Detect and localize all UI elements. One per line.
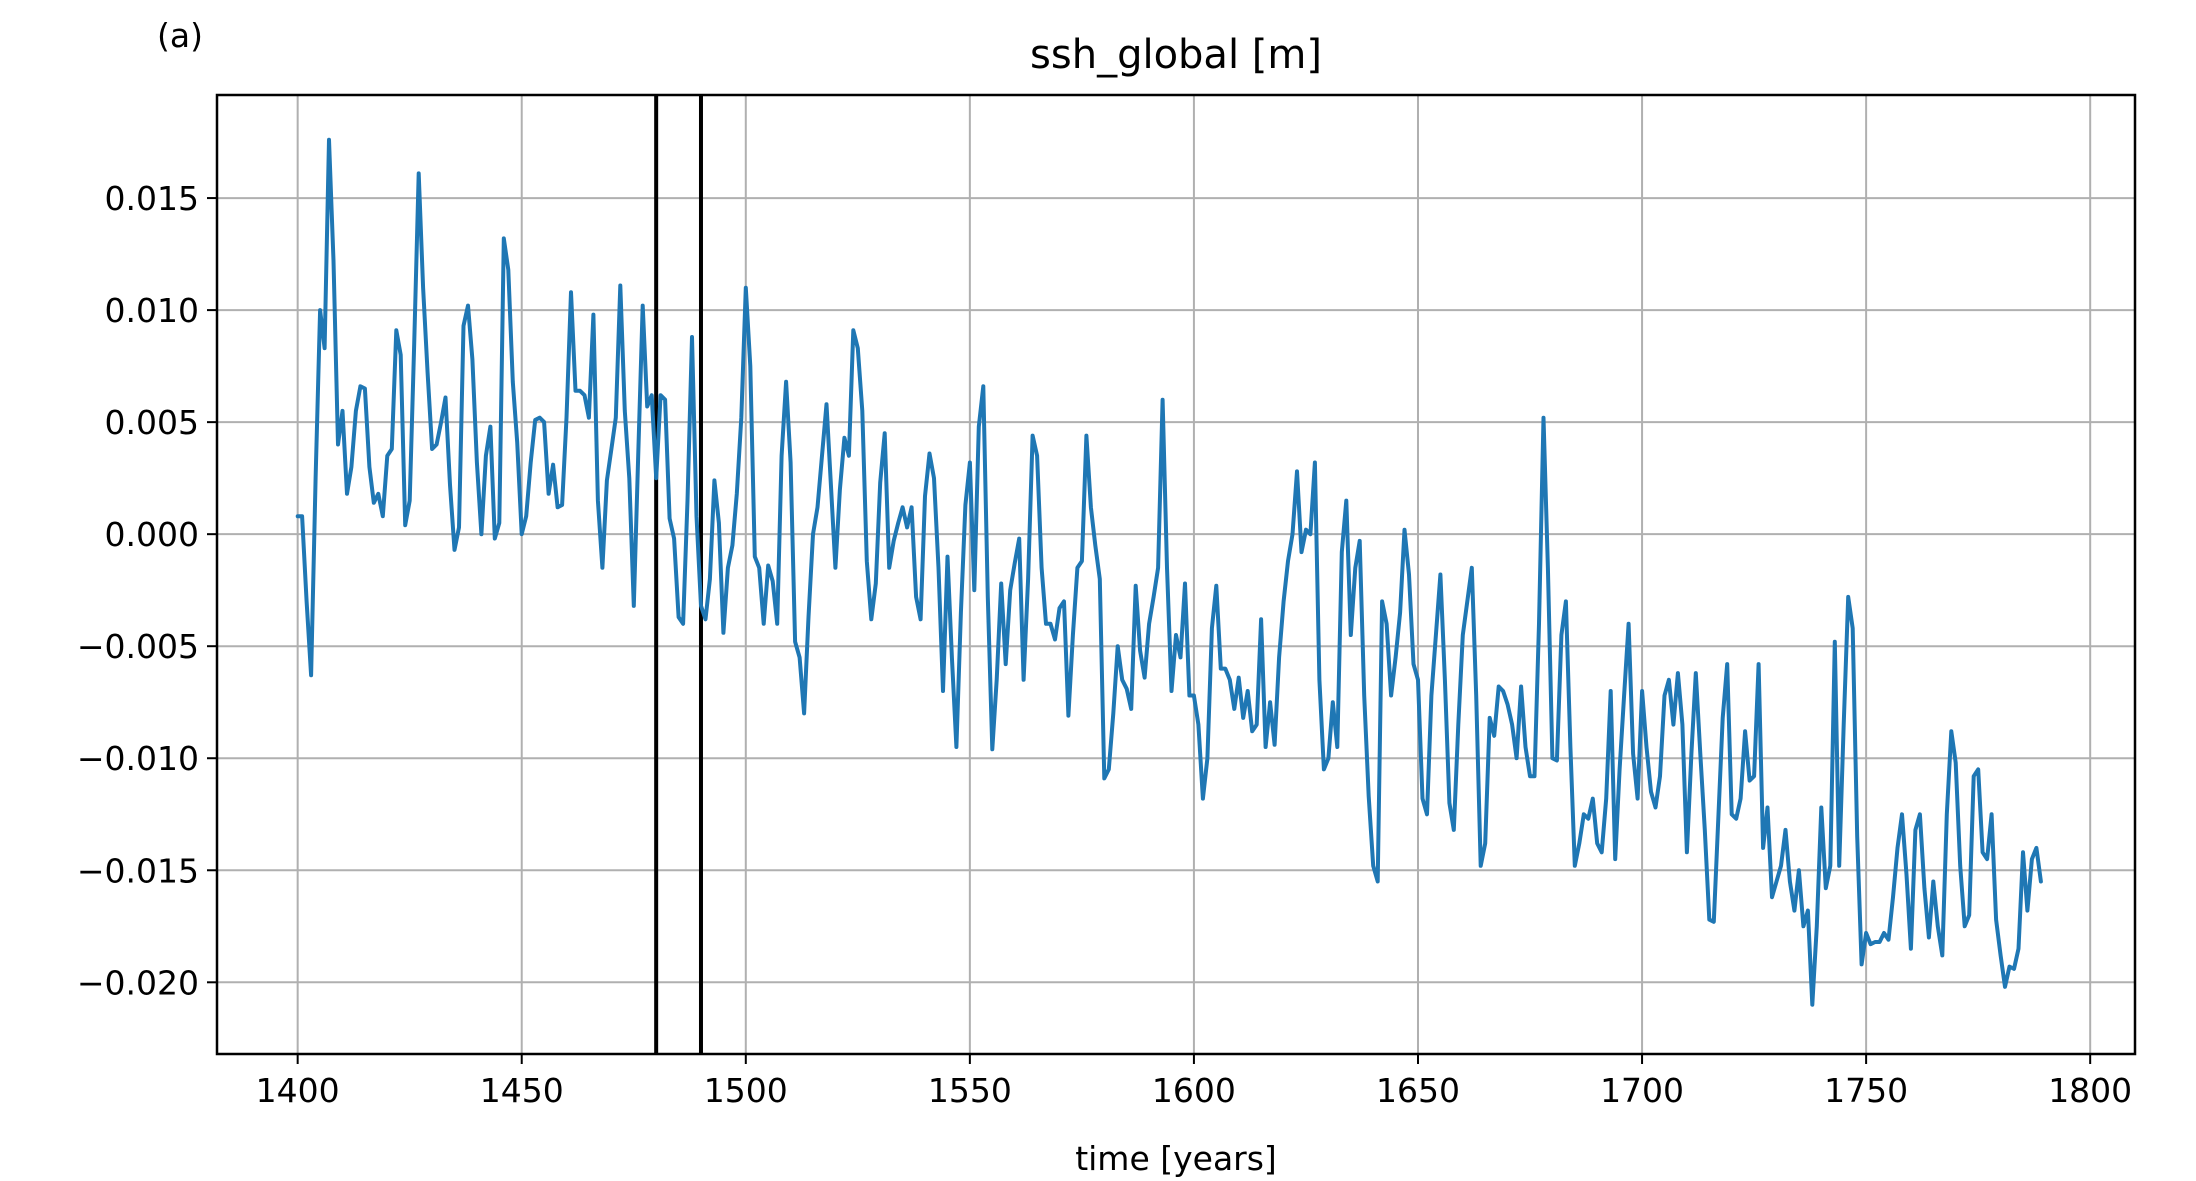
series-layer — [295, 137, 2043, 1007]
panel-label: (a) — [157, 16, 203, 55]
x-axis: 1400 1450 1500 1550 1600 1650 1700 1750 1800 — [256, 1054, 2132, 1110]
plot-frame — [215, 93, 2137, 1056]
x-tick-label: 1650 — [1376, 1071, 1460, 1110]
y-axis: 0.015 0.010 0.005 0.000 −0.005 −0.010 −0.015 −0… — [77, 179, 217, 1002]
series-line — [295, 137, 2043, 1007]
y-tick-label: 0.005 — [105, 403, 199, 442]
y-tick-label: 0.000 — [105, 515, 199, 554]
x-axis-label: time [years] — [1075, 1139, 1277, 1178]
x-tick-label: 1450 — [480, 1071, 564, 1110]
y-tick-label: 0.015 — [105, 179, 199, 218]
x-tick-label: 1550 — [928, 1071, 1012, 1110]
x-tick-label: 1700 — [1600, 1071, 1684, 1110]
x-tick-label: 1400 — [256, 1071, 340, 1110]
x-tick-label: 1800 — [2048, 1071, 2132, 1110]
x-tick-label: 1750 — [1824, 1071, 1908, 1110]
chart-title: ssh_global [m] — [1030, 32, 1322, 78]
y-tick-label: −0.010 — [77, 739, 199, 778]
x-tick-label: 1500 — [704, 1071, 788, 1110]
y-tick-label: 0.010 — [105, 291, 199, 330]
y-tick-label: −0.005 — [77, 627, 199, 666]
y-tick-label: −0.015 — [77, 851, 199, 890]
y-tick-label: −0.020 — [77, 963, 199, 1002]
x-tick-label: 1600 — [1152, 1071, 1236, 1110]
